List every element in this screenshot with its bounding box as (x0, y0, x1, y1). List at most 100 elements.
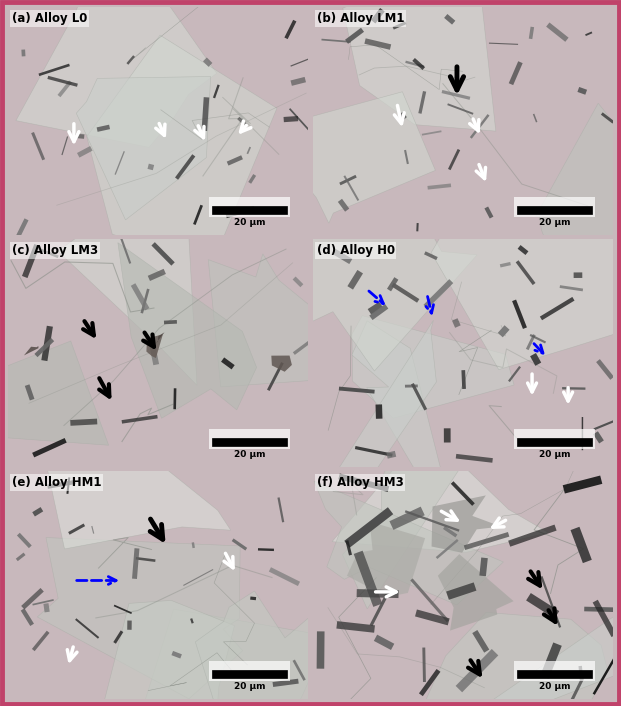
Polygon shape (461, 370, 466, 389)
Polygon shape (431, 139, 621, 370)
Polygon shape (42, 325, 53, 361)
Polygon shape (515, 261, 535, 285)
Polygon shape (47, 76, 78, 87)
Polygon shape (540, 297, 574, 321)
Polygon shape (68, 523, 85, 534)
Polygon shape (61, 136, 68, 155)
Polygon shape (354, 551, 382, 607)
Polygon shape (278, 497, 284, 522)
Polygon shape (91, 526, 94, 534)
Polygon shape (500, 262, 511, 268)
Polygon shape (564, 671, 587, 706)
Bar (517, 671, 592, 678)
Polygon shape (221, 357, 235, 369)
Polygon shape (16, 553, 25, 561)
Polygon shape (339, 387, 374, 394)
Polygon shape (317, 631, 325, 669)
Polygon shape (136, 557, 155, 562)
Polygon shape (190, 618, 194, 623)
Polygon shape (343, 175, 359, 201)
Polygon shape (202, 97, 209, 131)
Polygon shape (118, 243, 256, 418)
Polygon shape (21, 49, 25, 56)
Text: (e) Alloy HM1: (e) Alloy HM1 (12, 476, 101, 489)
Polygon shape (39, 64, 70, 76)
Polygon shape (322, 39, 351, 43)
Polygon shape (592, 655, 617, 695)
Polygon shape (508, 366, 521, 382)
Polygon shape (127, 55, 135, 65)
Polygon shape (560, 285, 583, 292)
Polygon shape (347, 270, 363, 289)
Polygon shape (14, 218, 29, 241)
Polygon shape (456, 649, 498, 693)
Polygon shape (347, 522, 425, 597)
Polygon shape (293, 338, 314, 355)
Polygon shape (452, 318, 461, 328)
Polygon shape (132, 548, 140, 579)
Polygon shape (294, 184, 477, 371)
Polygon shape (345, 28, 364, 44)
Polygon shape (574, 273, 582, 278)
Polygon shape (148, 337, 159, 365)
Polygon shape (232, 539, 247, 551)
Polygon shape (344, 507, 393, 548)
Text: (a) Alloy L0: (a) Alloy L0 (12, 12, 87, 25)
Polygon shape (374, 635, 394, 650)
Polygon shape (352, 321, 461, 547)
Polygon shape (584, 606, 621, 612)
Polygon shape (192, 542, 195, 548)
Polygon shape (40, 249, 58, 258)
Polygon shape (405, 385, 418, 388)
Polygon shape (70, 419, 97, 426)
Polygon shape (114, 151, 125, 175)
Polygon shape (213, 85, 220, 98)
Polygon shape (113, 630, 124, 644)
Polygon shape (529, 27, 534, 39)
Polygon shape (32, 507, 43, 517)
Polygon shape (284, 116, 298, 122)
Polygon shape (343, 0, 496, 131)
Polygon shape (571, 527, 592, 563)
Polygon shape (391, 283, 419, 303)
Text: (b) Alloy LM1: (b) Alloy LM1 (317, 12, 404, 25)
Polygon shape (291, 77, 306, 86)
Polygon shape (436, 539, 458, 559)
Text: 20 μm: 20 μm (234, 683, 265, 691)
Polygon shape (203, 57, 212, 67)
Bar (517, 206, 592, 215)
Polygon shape (258, 548, 274, 551)
Bar (209, 661, 290, 681)
Polygon shape (32, 630, 50, 651)
Polygon shape (464, 532, 509, 550)
Polygon shape (66, 477, 70, 494)
Polygon shape (451, 481, 475, 506)
Polygon shape (424, 251, 438, 260)
Polygon shape (145, 609, 329, 706)
Polygon shape (140, 289, 150, 313)
Polygon shape (22, 244, 40, 278)
Polygon shape (352, 316, 514, 418)
Polygon shape (365, 38, 391, 50)
Polygon shape (339, 175, 356, 185)
Polygon shape (582, 417, 583, 450)
Polygon shape (392, 21, 406, 30)
Bar (514, 661, 595, 681)
Polygon shape (47, 480, 76, 489)
Bar (514, 197, 595, 217)
Polygon shape (289, 108, 309, 131)
Polygon shape (592, 599, 617, 637)
Polygon shape (530, 334, 546, 344)
Polygon shape (120, 237, 131, 264)
Polygon shape (438, 554, 514, 630)
Polygon shape (34, 338, 54, 357)
Text: (f) Alloy HM3: (f) Alloy HM3 (317, 476, 403, 489)
Polygon shape (404, 150, 409, 164)
Polygon shape (427, 184, 451, 190)
Polygon shape (0, 341, 109, 445)
Polygon shape (332, 432, 548, 552)
Polygon shape (171, 651, 182, 659)
Polygon shape (345, 540, 352, 556)
Polygon shape (526, 334, 536, 350)
Polygon shape (594, 419, 615, 430)
